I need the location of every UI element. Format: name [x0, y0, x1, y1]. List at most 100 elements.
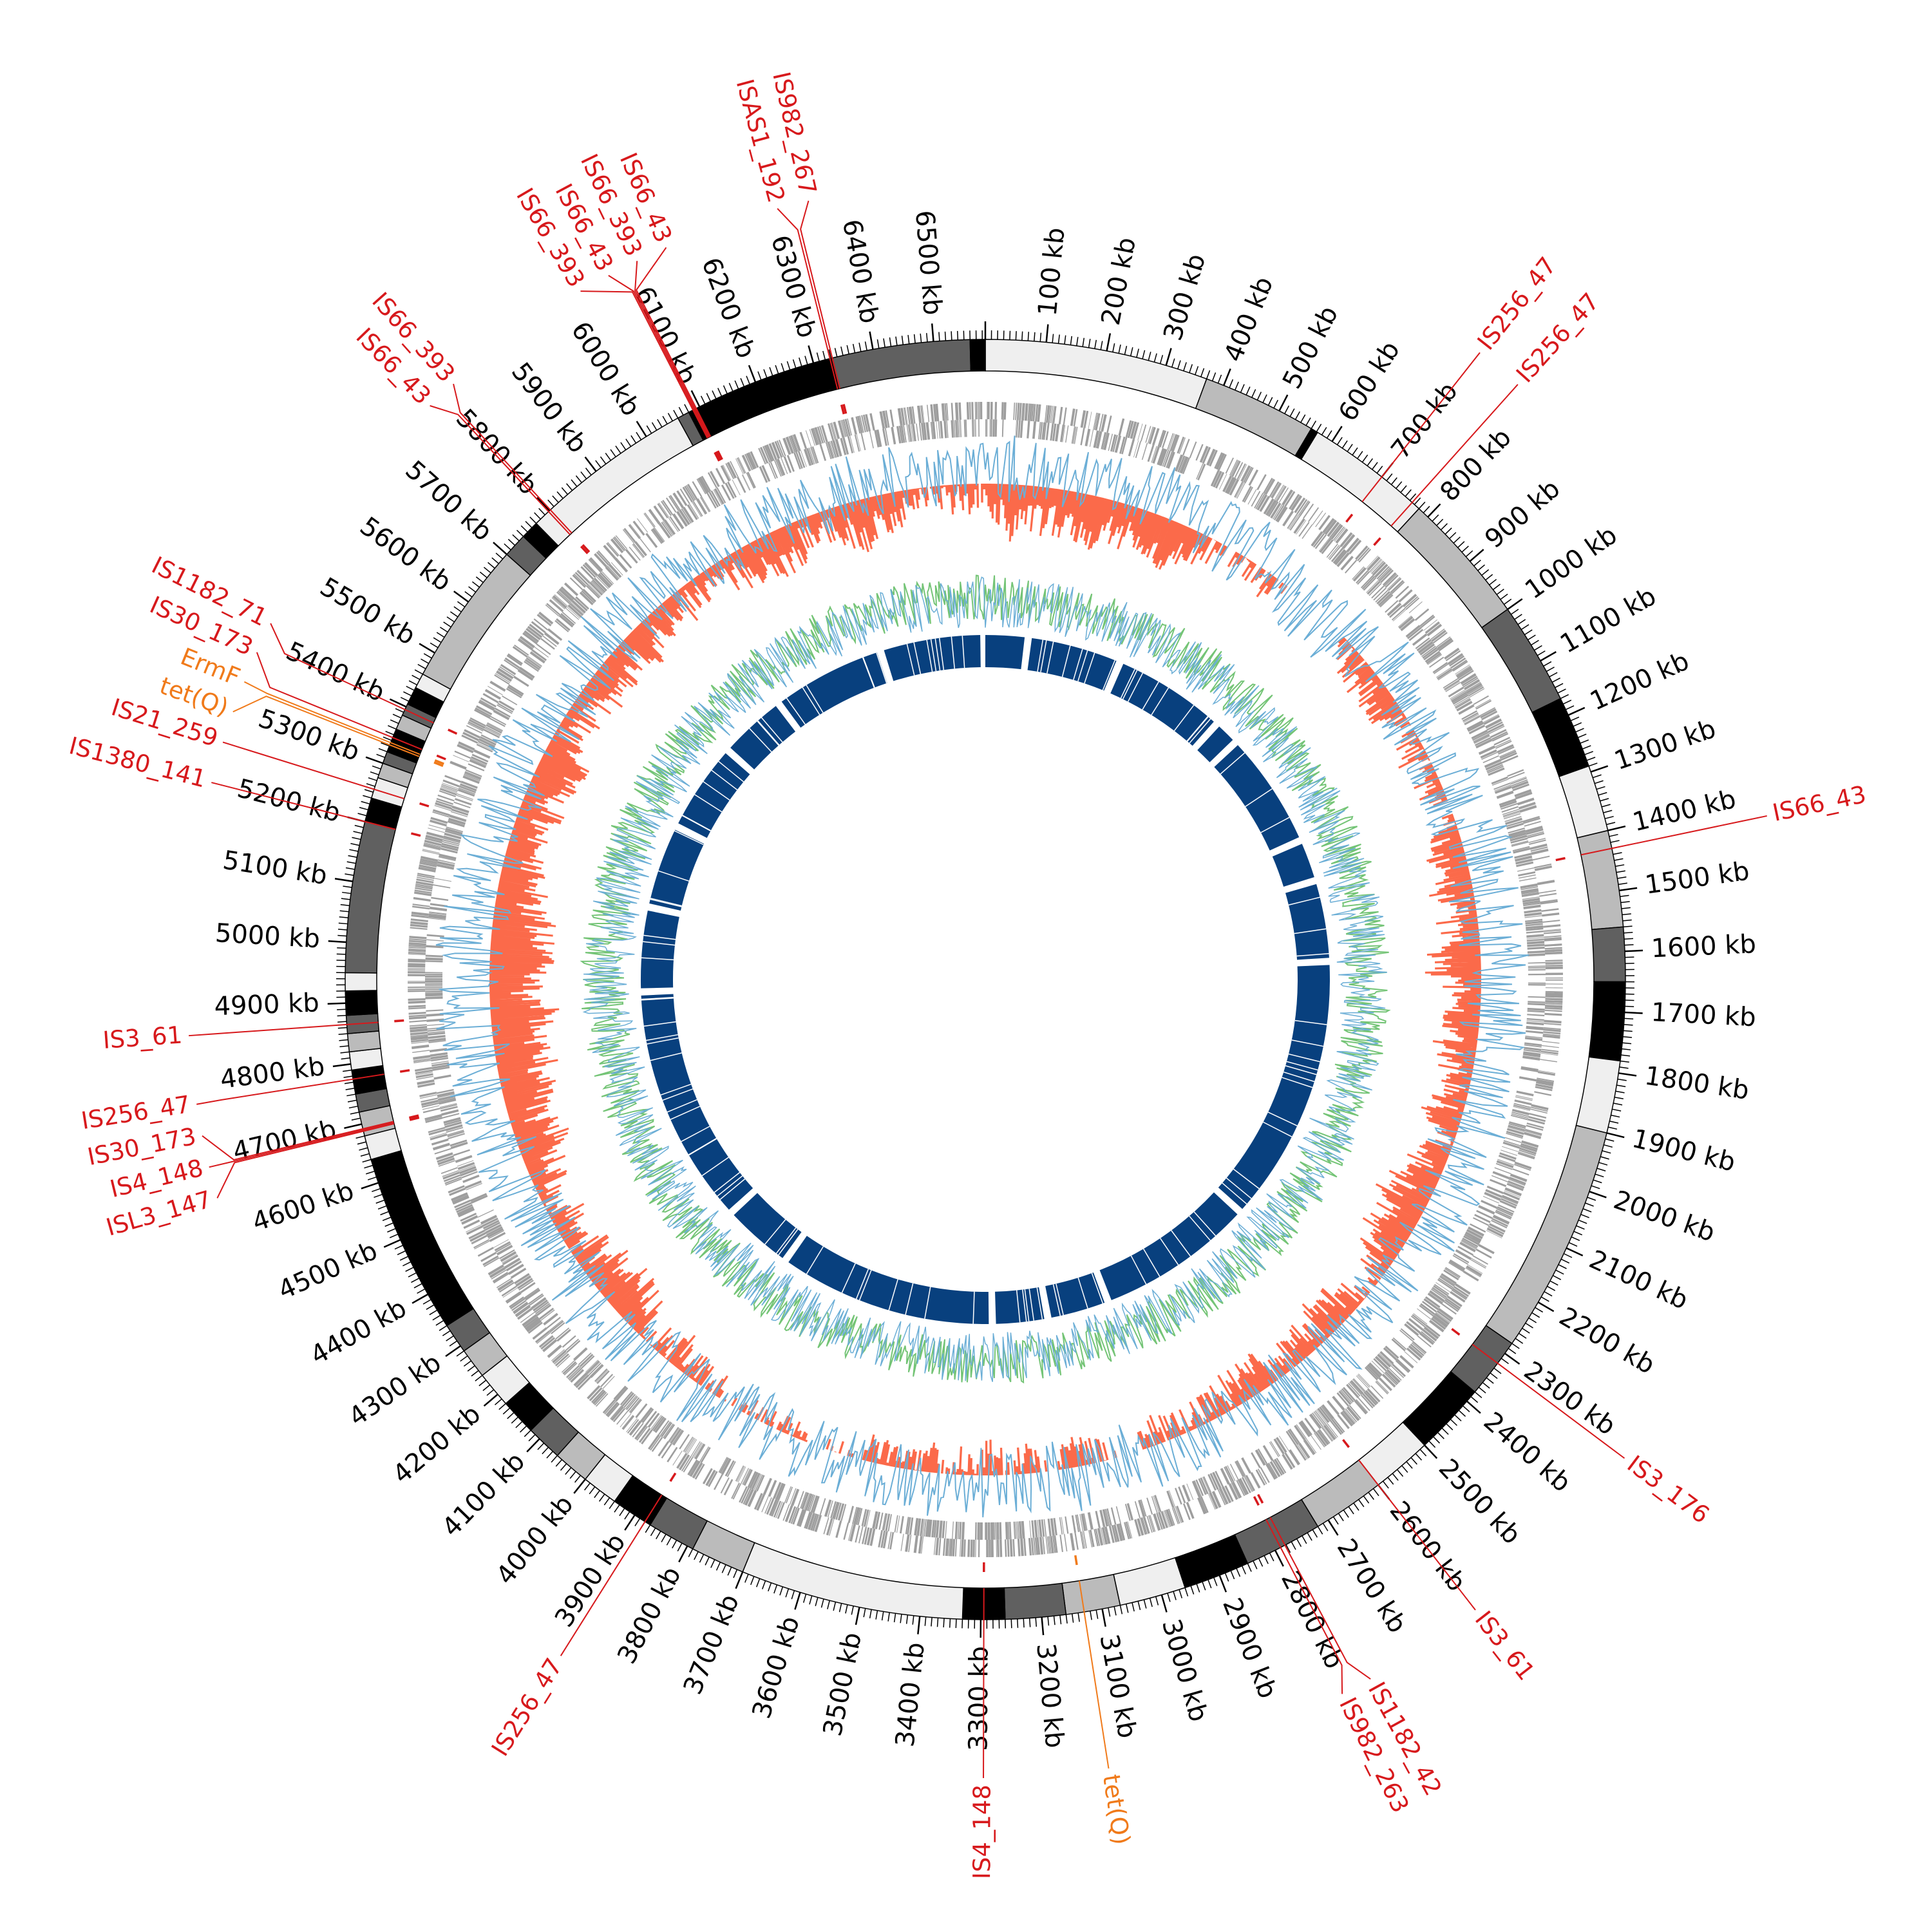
- minor-tick: [516, 529, 524, 537]
- minor-tick: [750, 1576, 755, 1586]
- inner-ring-break: [667, 1099, 697, 1113]
- inner-ring-break: [1286, 1061, 1318, 1071]
- inner-ring-break: [711, 770, 738, 791]
- minor-tick: [360, 1153, 370, 1157]
- inner-ring-break: [701, 1157, 729, 1177]
- minor-tick: [1558, 1264, 1567, 1269]
- inner-ring-break: [1171, 1230, 1191, 1257]
- inner-ring-break: [924, 1287, 931, 1319]
- minor-tick: [1433, 1436, 1441, 1444]
- inner-ring-break: [717, 1175, 743, 1197]
- tick-label: 5500 kb: [315, 572, 421, 651]
- minor-tick: [1600, 798, 1609, 802]
- major-tick: [1618, 1072, 1637, 1077]
- minor-tick: [1179, 1589, 1183, 1598]
- major-tick: [1427, 503, 1441, 518]
- minor-tick: [1573, 1231, 1583, 1236]
- minor-tick: [688, 1548, 694, 1557]
- inner-ring-break: [1283, 1071, 1315, 1083]
- inner-ring-block: [730, 706, 796, 770]
- major-tick: [1278, 394, 1289, 412]
- minor-tick: [595, 460, 601, 468]
- minor-tick: [1503, 598, 1512, 605]
- minor-tick: [443, 621, 451, 628]
- minor-tick: [1619, 1066, 1629, 1069]
- minor-tick: [1052, 334, 1054, 343]
- minor-tick: [943, 1618, 945, 1627]
- minor-tick: [417, 663, 426, 670]
- mobile-element-marker: [419, 802, 430, 808]
- minor-tick: [594, 1490, 600, 1499]
- minor-tick: [822, 350, 826, 360]
- minor-tick: [1577, 734, 1587, 738]
- minor-tick: [1489, 578, 1497, 585]
- minor-tick: [1400, 485, 1407, 493]
- major-tick: [1165, 348, 1172, 366]
- tick-label-group: 200 kb: [1096, 235, 1142, 328]
- contig-segment: [351, 1065, 388, 1095]
- major-tick: [412, 1293, 429, 1304]
- minor-tick: [1372, 462, 1378, 470]
- minor-tick: [1596, 1168, 1606, 1171]
- major-tick: [1331, 426, 1343, 442]
- inner-ring-break: [778, 1229, 799, 1256]
- tick-label-group: 1700 kb: [1651, 998, 1757, 1032]
- inner-ring-break: [1151, 687, 1170, 715]
- minor-tick: [385, 730, 394, 735]
- tick-label: 4900 kb: [214, 988, 320, 1021]
- minor-tick: [851, 1605, 854, 1615]
- mobile-element-label-group: tet(Q): [1097, 1772, 1135, 1846]
- minor-tick: [1477, 564, 1485, 571]
- minor-tick: [1149, 1598, 1153, 1607]
- minor-tick: [1616, 870, 1625, 873]
- inner-ring-break: [1130, 1255, 1147, 1285]
- minor-tick: [834, 348, 838, 357]
- inner-ring-block: [1197, 726, 1233, 762]
- major-tick: [690, 390, 701, 408]
- tick-label-group: 300 kb: [1158, 251, 1211, 344]
- is-element-label: IS3_176: [1622, 1450, 1714, 1530]
- minor-tick: [1474, 1391, 1482, 1399]
- minor-tick: [1202, 1581, 1206, 1591]
- minor-tick: [463, 1360, 472, 1367]
- minor-tick: [343, 886, 352, 888]
- major-tick: [1590, 765, 1609, 773]
- tick-label: 5100 kb: [221, 846, 329, 891]
- inner-ring-break: [761, 717, 783, 743]
- minor-tick: [1289, 408, 1295, 417]
- minor-tick: [816, 352, 820, 362]
- minor-tick: [700, 395, 706, 404]
- minor-tick: [1603, 810, 1613, 813]
- minor-tick: [414, 669, 423, 675]
- major-tick: [1327, 1519, 1339, 1536]
- minor-tick: [1585, 1202, 1594, 1207]
- minor-tick: [491, 557, 499, 564]
- minor-tick: [786, 361, 791, 370]
- minor-tick: [340, 904, 350, 907]
- minor-tick: [717, 388, 723, 397]
- inner-ring-break: [1084, 652, 1095, 684]
- inner-ring-break: [1288, 896, 1320, 905]
- minor-tick: [1562, 699, 1572, 705]
- minor-tick: [446, 616, 455, 623]
- inner-ring-break: [806, 1246, 824, 1274]
- minor-tick: [374, 1193, 383, 1198]
- minor-tick: [375, 1199, 385, 1204]
- contig-segment: [1003, 1582, 1067, 1620]
- minor-tick: [1586, 757, 1596, 761]
- minor-tick: [1195, 366, 1199, 375]
- inner-ring-break: [1016, 1290, 1021, 1323]
- minor-tick: [1624, 938, 1634, 940]
- tick-label-group: 6400 kb: [837, 217, 884, 326]
- minor-tick: [1213, 1577, 1218, 1586]
- minor-tick: [337, 1009, 346, 1010]
- major-tick: [332, 1063, 351, 1068]
- minor-tick: [833, 1602, 837, 1611]
- inner-ring-break: [938, 638, 945, 670]
- tick-label-group: 900 kb: [1479, 474, 1566, 554]
- tick-label-group: 3400 kb: [890, 1641, 930, 1748]
- inner-ring-break: [650, 898, 682, 907]
- forward-strand-genes: [408, 402, 1563, 1557]
- mobile-element-marker: [717, 450, 723, 460]
- minor-tick: [346, 861, 356, 864]
